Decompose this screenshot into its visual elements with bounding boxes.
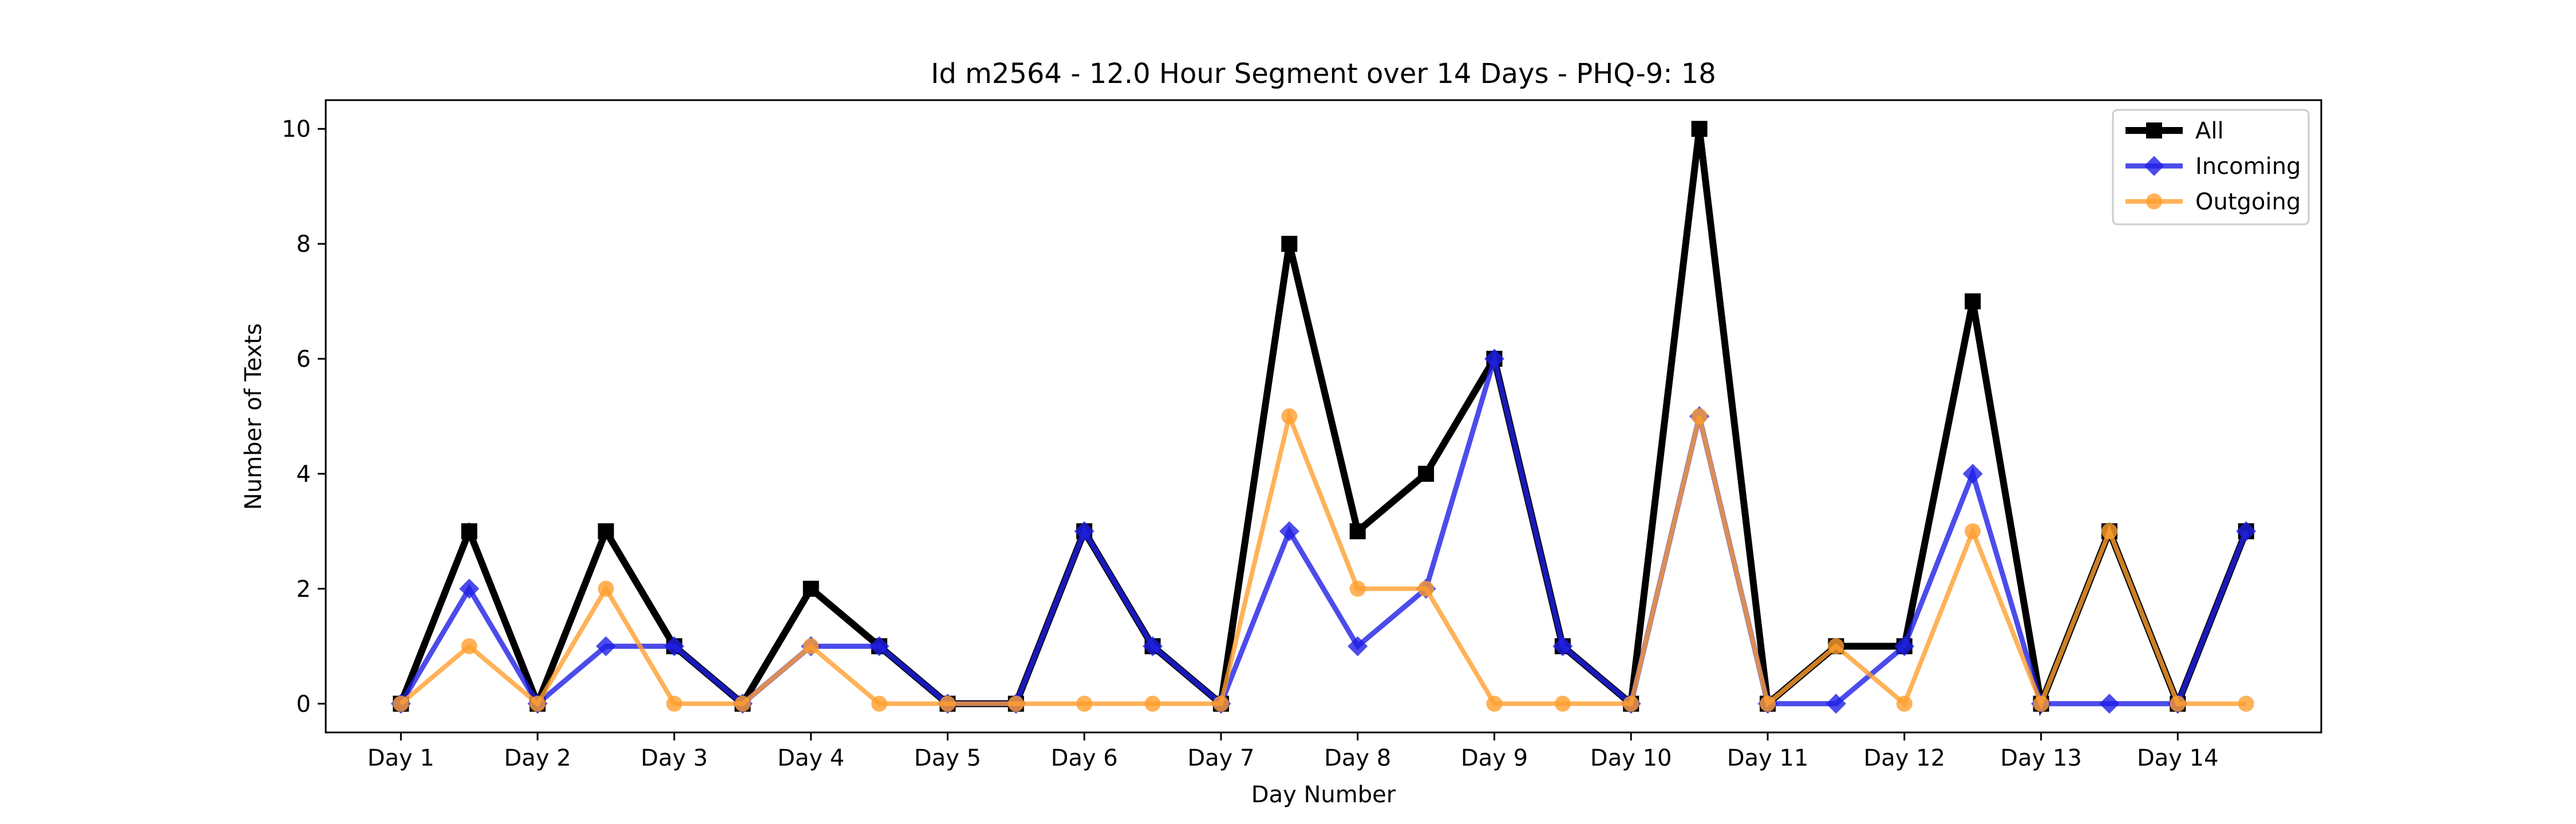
x-tick-label: Day 1 [368, 745, 434, 771]
data-point-outgoing [1554, 695, 1571, 712]
y-tick-label: 4 [297, 461, 311, 488]
x-tick-label: Day 3 [641, 745, 708, 771]
data-point-outgoing [734, 695, 751, 712]
data-point-incoming [1552, 636, 1573, 656]
data-point-incoming [459, 579, 480, 599]
data-point-all [1965, 293, 1981, 310]
data-point-outgoing [666, 695, 682, 712]
series-line-incoming [398, 348, 2249, 708]
y-tick-label: 0 [297, 691, 311, 718]
data-point-incoming [1143, 636, 1163, 656]
data-point-incoming [1894, 636, 1915, 656]
data-point-incoming [1484, 348, 1504, 369]
data-point-all [803, 580, 819, 597]
data-point-outgoing [1076, 695, 1093, 712]
y-tick-label: 6 [297, 346, 311, 373]
x-tick-label: Day 13 [2000, 745, 2082, 771]
plot-area-frame [325, 99, 2322, 734]
legend-item-incoming: Incoming [2125, 153, 2301, 180]
data-point-outgoing [1965, 523, 1981, 540]
data-point-incoming [595, 636, 616, 656]
data-point-outgoing [530, 695, 546, 712]
series-outgoing [393, 408, 2254, 712]
data-point-outgoing [2170, 695, 2186, 712]
y-axis-label: Number of Texts [240, 323, 267, 510]
data-point-outgoing [2101, 523, 2117, 540]
legend-item-all: All [2125, 118, 2224, 144]
legend-label: Incoming [2195, 153, 2301, 180]
legend-marker [2146, 122, 2162, 138]
data-point-incoming [664, 636, 685, 656]
x-tick-label: Day 8 [1324, 745, 1391, 771]
legend-marker [2146, 193, 2162, 209]
y-tick-label: 8 [297, 231, 311, 258]
data-point-outgoing [1212, 695, 1229, 712]
data-point-outgoing [1349, 580, 1366, 597]
data-point-outgoing [2238, 695, 2254, 712]
data-point-outgoing [939, 695, 956, 712]
x-tick-label: Day 11 [1727, 745, 1809, 771]
data-point-incoming [869, 636, 890, 656]
data-point-all [1281, 236, 1298, 252]
x-tick-label: Day 9 [1461, 745, 1528, 771]
x-axis-label: Day Number [1251, 782, 1396, 808]
data-point-all [598, 523, 614, 540]
legend-label: Outgoing [2195, 189, 2301, 215]
data-point-incoming [2099, 694, 2120, 714]
data-point-outgoing [1759, 695, 1776, 712]
data-point-outgoing [1691, 408, 1708, 425]
x-axis: Day 1 Day 2 Day 3 Day 4 Day 5 Day 6 Day 7 Day 8… [368, 732, 2219, 771]
data-point-outgoing [461, 638, 477, 655]
data-point-all [1418, 465, 1435, 482]
data-point-incoming [1279, 521, 1299, 541]
data-point-outgoing [1486, 695, 1503, 712]
legend: All Incoming Outgoing [2112, 109, 2310, 225]
series-all [393, 121, 2254, 716]
x-tick-label: Day 6 [1051, 745, 1118, 771]
legend-marker [2144, 156, 2164, 176]
data-point-outgoing [803, 638, 819, 655]
y-tick-label: 10 [282, 116, 311, 142]
data-point-all [461, 523, 477, 540]
x-tick-label: Day 10 [1590, 745, 1672, 771]
data-point-outgoing [598, 580, 614, 597]
data-point-outgoing [871, 695, 888, 712]
x-tick-label: Day 7 [1187, 745, 1254, 771]
data-point-incoming [1826, 694, 1846, 714]
data-point-incoming [2236, 521, 2257, 541]
y-axis: 0 2 4 6 8 10 [282, 116, 326, 718]
data-point-outgoing [1008, 695, 1024, 712]
x-tick-label: Day 2 [504, 745, 571, 771]
x-tick-label: Day 12 [1863, 745, 1945, 771]
data-point-outgoing [1896, 695, 1913, 712]
x-tick-label: Day 5 [914, 745, 981, 771]
data-point-incoming [1348, 636, 1368, 656]
data-point-outgoing [1281, 408, 1298, 425]
y-tick-label: 2 [297, 576, 311, 603]
data-point-outgoing [1828, 638, 1844, 655]
data-point-all [1349, 523, 1366, 540]
data-point-incoming [1074, 521, 1095, 541]
legend-label: All [2195, 118, 2224, 144]
data-point-outgoing [1623, 695, 1639, 712]
data-point-outgoing [2033, 695, 2049, 712]
x-tick-label: Day 4 [777, 745, 844, 771]
series-layer [390, 121, 2257, 716]
data-point-outgoing [1418, 580, 1435, 597]
data-point-incoming [1962, 464, 1983, 484]
x-tick-label: Day 14 [2137, 745, 2219, 771]
data-point-outgoing [1144, 695, 1161, 712]
series-line-all [397, 128, 2250, 716]
chart-title: Id m2564 - 12.0 Hour Segment over 14 Day… [931, 58, 1716, 90]
data-point-outgoing [393, 695, 409, 712]
data-point-all [1691, 121, 1708, 137]
legend-item-outgoing: Outgoing [2125, 189, 2301, 215]
series-line-outgoing [399, 409, 2246, 710]
